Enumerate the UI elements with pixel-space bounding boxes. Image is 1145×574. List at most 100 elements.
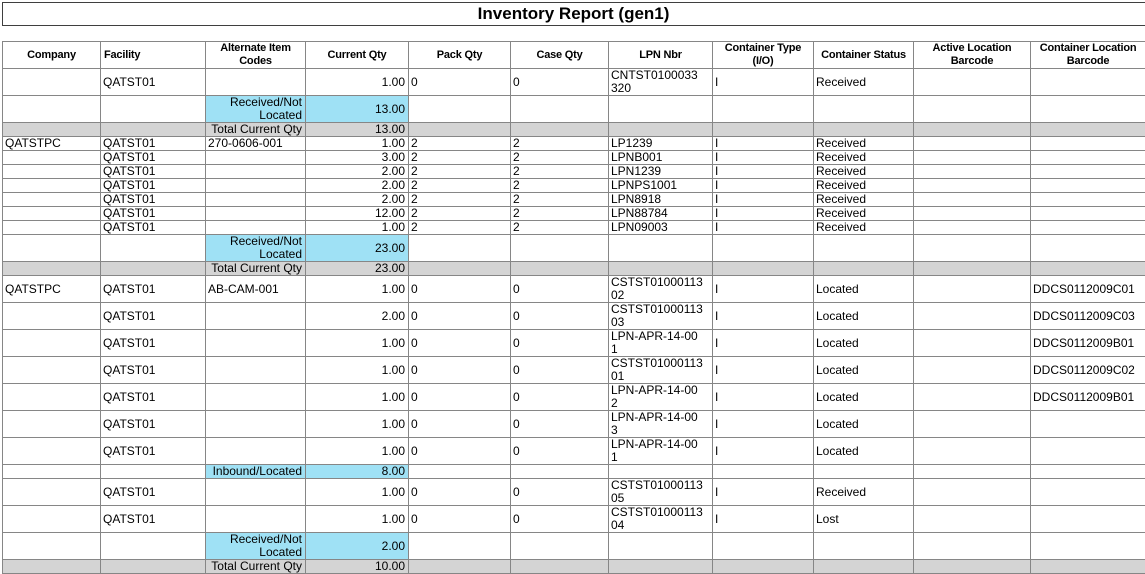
cell-lpn: LPN-APR-14-001: [609, 330, 713, 357]
subtotal-qty-cell: 23.00: [306, 235, 409, 262]
cell-active_loc: [914, 235, 1031, 262]
cell-lpn: LPN09003: [609, 221, 713, 235]
cell-current_qty: 1.00: [306, 221, 409, 235]
cell-container_type: [713, 96, 814, 123]
cell-current_qty: 1.00: [306, 384, 409, 411]
cell-facility: [101, 533, 206, 560]
column-header-facility: Facility: [101, 42, 206, 69]
cell-current_qty: 2.00: [306, 193, 409, 207]
cell-pack_qty: [409, 533, 511, 560]
cell-pack_qty: 0: [409, 384, 511, 411]
cell-case_qty: 2: [511, 137, 609, 151]
cell-pack_qty: [409, 96, 511, 123]
cell-facility: QATST01: [101, 303, 206, 330]
cell-active_loc: [914, 479, 1031, 506]
total-qty-cell: 10.00: [306, 560, 409, 574]
cell-pack_qty: 2: [409, 179, 511, 193]
cell-alt: [206, 438, 306, 465]
cell-alt: [206, 479, 306, 506]
cell-container_loc: DDCS0112009C03: [1031, 303, 1145, 330]
cell-facility: QATST01: [101, 479, 206, 506]
cell-container_type: I: [713, 179, 814, 193]
total-label-cell: Total Current Qty: [206, 123, 306, 137]
cell-current_qty: 2.00: [306, 303, 409, 330]
cell-alt: [206, 165, 306, 179]
cell-container_loc: [1031, 193, 1145, 207]
column-header-pack_qty: Pack Qty: [409, 42, 511, 69]
subtotal-label-cell: Inbound/Located: [206, 465, 306, 479]
cell-pack_qty: 0: [409, 69, 511, 96]
cell-pack_qty: 0: [409, 357, 511, 384]
cell-container_type: I: [713, 137, 814, 151]
cell-current_qty: 1.00: [306, 69, 409, 96]
cell-case_qty: 2: [511, 165, 609, 179]
cell-active_loc: [914, 303, 1031, 330]
empty-row: [3, 26, 1145, 42]
cell-container_type: [713, 465, 814, 479]
cell-company: [3, 438, 101, 465]
cell-pack_qty: [409, 262, 511, 276]
cell-facility: [101, 235, 206, 262]
cell-company: [3, 235, 101, 262]
cell-facility: QATST01: [101, 69, 206, 96]
cell-case_qty: 0: [511, 69, 609, 96]
column-header-container_status: Container Status: [814, 42, 914, 69]
cell-facility: QATST01: [101, 179, 206, 193]
cell-container_loc: [1031, 262, 1145, 276]
cell-lpn: LPN-APR-14-001: [609, 438, 713, 465]
cell-company: QATSTPC: [3, 276, 101, 303]
cell-case_qty: 0: [511, 276, 609, 303]
cell-facility: QATST01: [101, 137, 206, 151]
cell-container_status: Located: [814, 303, 914, 330]
cell-company: [3, 506, 101, 533]
cell-alt: [206, 207, 306, 221]
cell-case_qty: 2: [511, 151, 609, 165]
cell-container_loc: [1031, 438, 1145, 465]
cell-facility: [101, 96, 206, 123]
cell-container_loc: [1031, 123, 1145, 137]
cell-active_loc: [914, 384, 1031, 411]
cell-container_type: I: [713, 438, 814, 465]
cell-lpn: LPN8918: [609, 193, 713, 207]
cell-active_loc: [914, 357, 1031, 384]
cell-active_loc: [914, 465, 1031, 479]
cell-company: [3, 479, 101, 506]
cell-current_qty: 2.00: [306, 165, 409, 179]
column-header-container_loc: Container Location Barcode: [1031, 42, 1145, 69]
cell-container_loc: [1031, 165, 1145, 179]
cell-lpn: CSTST0100011305: [609, 479, 713, 506]
column-header-company: Company: [3, 42, 101, 69]
cell-case_qty: 0: [511, 438, 609, 465]
cell-lpn: LPNB001: [609, 151, 713, 165]
cell-pack_qty: [409, 465, 511, 479]
cell-pack_qty: 2: [409, 151, 511, 165]
cell-container_loc: [1031, 69, 1145, 96]
cell-company: [3, 179, 101, 193]
cell-container_type: I: [713, 506, 814, 533]
cell-container_status: Received: [814, 165, 914, 179]
cell-current_qty: 1.00: [306, 479, 409, 506]
cell-lpn: LPNPS1001: [609, 179, 713, 193]
cell-active_loc: [914, 411, 1031, 438]
cell-lpn: LPN1239: [609, 165, 713, 179]
cell-alt: [206, 506, 306, 533]
cell-container_type: I: [713, 207, 814, 221]
cell-company: [3, 123, 101, 137]
cell-lpn: [609, 465, 713, 479]
cell-company: [3, 411, 101, 438]
cell-company: [3, 357, 101, 384]
cell-container_loc: [1031, 221, 1145, 235]
cell-container_status: Located: [814, 438, 914, 465]
cell-lpn: CNTST0100033320: [609, 69, 713, 96]
cell-container_loc: [1031, 235, 1145, 262]
cell-current_qty: 2.00: [306, 179, 409, 193]
cell-company: QATSTPC: [3, 137, 101, 151]
